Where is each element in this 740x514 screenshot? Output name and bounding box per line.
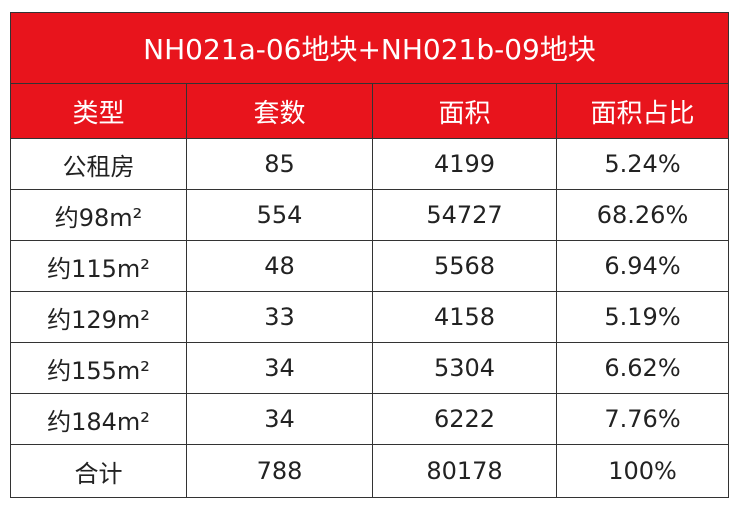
data-cell: 5.24% [556, 138, 729, 190]
data-cell: 约115m² [10, 240, 187, 292]
header-cell: 面积 [372, 83, 557, 139]
data-cell: 68.26% [556, 189, 729, 241]
data-cell: 33 [186, 291, 373, 343]
header-cell: 类型 [10, 83, 187, 139]
data-cell: 合计 [10, 444, 187, 498]
data-cell: 约98m² [10, 189, 187, 241]
data-row: 约129m² 33 4158 5.19% [10, 291, 729, 343]
data-row: 公租房 85 4199 5.24% [10, 138, 729, 190]
header-cell: 套数 [186, 83, 373, 139]
data-cell: 34 [186, 342, 373, 394]
header-row: 类型 套数 面积 面积占比 [10, 83, 729, 139]
table-container: NH021a-06地块+NH021b-09地块 类型 套数 面积 面积占比 公租房 85 41… [10, 12, 729, 498]
data-cell: 6.62% [556, 342, 729, 394]
data-row: 约155m² 34 5304 6.62% [10, 342, 729, 394]
header-cell: 面积占比 [556, 83, 729, 139]
data-row: 约115m² 48 5568 6.94% [10, 240, 729, 292]
data-cell: 约184m² [10, 393, 187, 445]
data-cell: 48 [186, 240, 373, 292]
data-cell: 4199 [372, 138, 557, 190]
data-cell: 34 [186, 393, 373, 445]
data-cell: 公租房 [10, 138, 187, 190]
data-cell: 约155m² [10, 342, 187, 394]
data-cell: 100% [556, 444, 729, 498]
data-cell: 80178 [372, 444, 557, 498]
data-cell: 4158 [372, 291, 557, 343]
data-row: 约98m² 554 54727 68.26% [10, 189, 729, 241]
data-cell: 5304 [372, 342, 557, 394]
data-cell: 5.19% [556, 291, 729, 343]
data-row: 约184m² 34 6222 7.76% [10, 393, 729, 445]
data-row: 合计 788 80178 100% [10, 444, 729, 498]
data-table: NH021a-06地块+NH021b-09地块 类型 套数 面积 面积占比 公租房 85 41… [10, 12, 729, 498]
data-cell: 5568 [372, 240, 557, 292]
data-cell: 54727 [372, 189, 557, 241]
data-cell: 6.94% [556, 240, 729, 292]
data-cell: 7.76% [556, 393, 729, 445]
data-cell: 554 [186, 189, 373, 241]
title-row: NH021a-06地块+NH021b-09地块 [10, 12, 729, 84]
data-cell: 约129m² [10, 291, 187, 343]
data-cell: 85 [186, 138, 373, 190]
table-title: NH021a-06地块+NH021b-09地块 [10, 12, 729, 84]
data-cell: 788 [186, 444, 373, 498]
data-cell: 6222 [372, 393, 557, 445]
